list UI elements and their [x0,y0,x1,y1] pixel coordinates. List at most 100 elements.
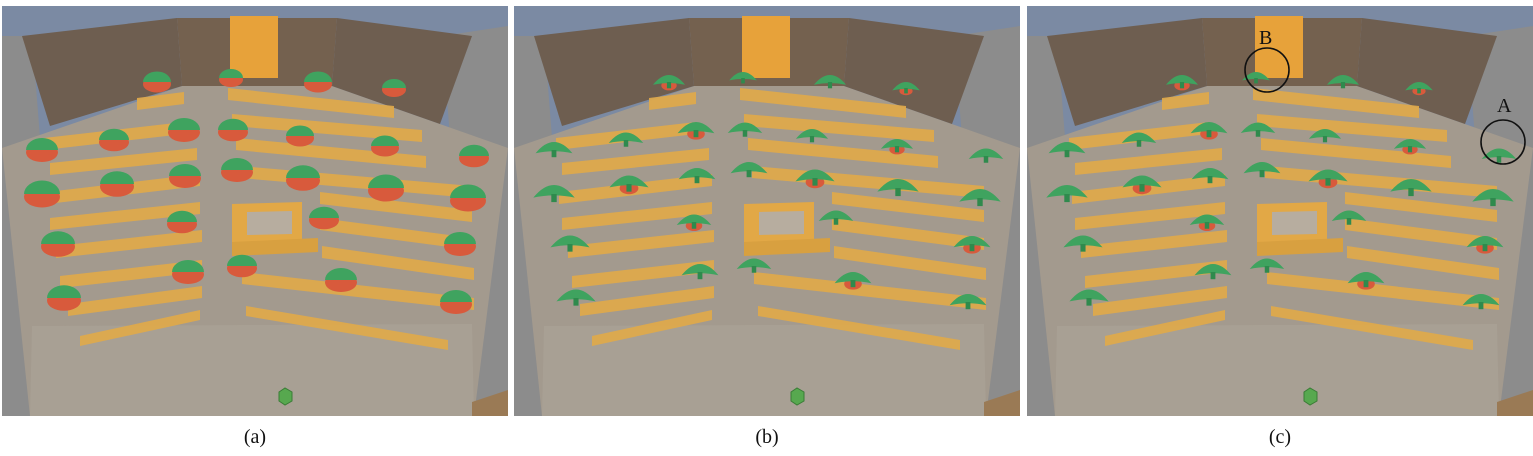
plank [236,138,426,168]
mushroom [286,125,314,147]
corner-shadow [472,390,508,416]
mushroom-green-half [304,71,332,82]
plank [562,148,709,175]
mushroom-green-half [286,125,314,136]
scene-a [2,6,508,416]
box-ledge [232,238,318,256]
mushroom-green-cap [834,272,872,284]
mushroom [892,82,920,96]
mushroom-green-half [450,184,486,198]
mushroom-stem [1064,194,1070,203]
plank [232,114,422,142]
mushroom [550,235,590,252]
plank [580,286,714,316]
mushroom [450,184,486,212]
mushroom [382,79,406,98]
agent-hexagon [790,387,805,406]
mushroom [444,232,476,256]
mushroom-stem [850,280,856,288]
back-wall-left [1047,18,1207,126]
plank [80,310,200,346]
mushroom-green-cap [1191,168,1229,180]
mushroom-stem [551,150,557,158]
plank [1347,246,1499,280]
mushroom-green-cap [1481,148,1517,159]
plank [228,88,394,118]
mushroom-green-cap [1243,162,1281,174]
mushroom-stem [809,136,815,143]
plank [1093,286,1227,316]
mushroom-stem [1417,88,1421,94]
mushroom [727,122,763,137]
agent-hexagon [1303,387,1318,406]
mushroom-stem [965,302,971,310]
mushroom-stem [1254,78,1258,84]
mushroom-green-half [286,165,320,178]
marker-label-b: B [1259,27,1272,49]
mushroom [736,258,772,273]
mushroom [729,72,757,84]
mushroom [608,132,644,147]
mushroom-stem [693,130,699,138]
mushroom-stem [1496,156,1502,163]
mushroom-stem [1259,170,1265,178]
mushroom [1481,148,1517,163]
mushroom-stem [894,146,900,153]
mushroom-stem [741,78,745,84]
mushroom-green-half [41,231,75,244]
mushroom [652,75,686,91]
plank [1075,202,1225,230]
mushroom [440,290,472,314]
mushroom-green-cap [1249,258,1285,269]
mushroom-green-cap [968,148,1004,159]
mushroom-green-cap [676,214,712,225]
mushroom [533,185,575,203]
mushroom-green-half [382,79,406,88]
mushroom-stem [1210,272,1216,280]
caption-a: (a) [243,426,267,448]
box-opening [247,211,292,235]
mushroom [325,268,357,292]
door [1255,16,1303,78]
agent-hexagon [278,387,293,406]
mushroom [813,75,847,89]
mushroom-green-half [172,260,204,272]
mushroom-green-half [26,138,58,150]
mushroom [1190,122,1228,140]
plank [322,246,474,280]
box-opening [759,211,804,235]
mushroom-stem [1478,302,1484,310]
mushroom-green-cap [1069,289,1109,302]
mushroom-green-half [169,164,201,176]
mushroom [795,129,829,143]
floor-near [30,324,474,416]
mushroom-green-cap [813,75,847,85]
mushroom [880,139,914,155]
mushroom-green-cap [949,294,987,306]
marker-circle-a [1480,119,1526,165]
mushroom-green-cap [1046,185,1088,198]
mushroom-green-cap [1122,175,1162,188]
mushroom-green-cap [953,236,991,248]
mushroom [1326,75,1360,89]
plank [137,92,184,110]
mushroom [818,210,854,225]
mushroom-green-cap [1331,210,1367,221]
plank [56,230,202,258]
mushroom-green-cap [1242,72,1270,81]
corner-shadow [1497,390,1533,416]
mushroom [168,118,200,142]
mushroom [968,148,1004,163]
mushroom-stem [904,88,908,94]
mushroom-green-cap [1462,294,1500,306]
mushroom-stem [551,194,557,203]
plank [1075,148,1222,175]
door [742,16,790,78]
door [230,16,278,78]
mushroom-green-cap [609,175,649,188]
mushroom [1063,235,1103,252]
plank [748,138,938,168]
mushroom-green-half [444,232,476,244]
mushroom-stem [1206,130,1212,138]
mushroom [309,206,339,230]
